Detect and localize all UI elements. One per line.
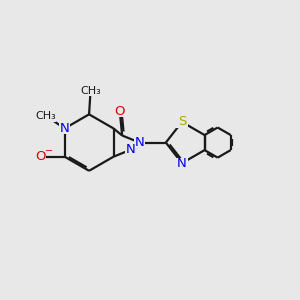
Bar — [125, 144, 137, 155]
Text: N: N — [135, 136, 145, 149]
Text: O: O — [36, 150, 46, 163]
Text: CH₃: CH₃ — [36, 111, 57, 121]
Bar — [114, 106, 125, 117]
Text: CH₃: CH₃ — [80, 85, 101, 96]
Bar — [34, 151, 46, 162]
Text: O: O — [115, 105, 125, 118]
Text: N: N — [60, 122, 70, 135]
Bar — [37, 110, 56, 122]
Text: S: S — [178, 116, 186, 128]
Text: N: N — [126, 143, 136, 156]
Text: N: N — [177, 157, 187, 170]
Bar — [81, 85, 100, 96]
Bar — [176, 158, 188, 169]
Bar — [176, 116, 188, 128]
Bar — [59, 123, 70, 134]
Text: −: − — [45, 146, 53, 156]
Bar — [134, 137, 145, 148]
